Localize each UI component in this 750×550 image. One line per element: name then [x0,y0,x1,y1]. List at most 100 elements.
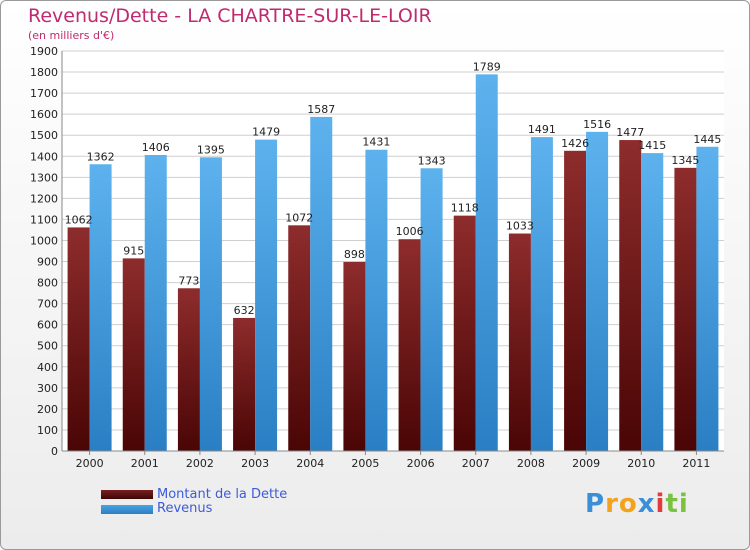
revenue-value-label: 1395 [197,143,225,156]
revenue-value-label: 1479 [252,126,280,139]
logo-letter: i [678,489,689,519]
revenue-bar [475,74,498,452]
legend-label-debt: Montant de la Dette [157,487,288,502]
debt-value-label: 1072 [285,211,313,224]
revenue-bar [586,131,609,451]
bars [67,74,719,452]
x-tick-label: 2008 [517,457,545,470]
x-tick-label: 2011 [682,457,710,470]
debt-value-label: 1345 [671,154,699,167]
x-tick-label: 2002 [186,457,214,470]
y-tick-label: 600 [37,319,58,332]
debt-bar [122,258,145,451]
revenue-bar [199,157,222,451]
y-tick-label: 1500 [30,129,58,142]
y-tick-label: 1600 [30,108,58,121]
debt-bar [177,288,200,451]
y-tick-label: 900 [37,256,58,269]
y-tick-label: 200 [37,403,58,416]
x-tick-label: 2001 [131,457,159,470]
debt-bar [453,215,476,451]
y-tick-label: 400 [37,361,58,374]
data-labels: 1062 1362 915 1406 773 1395 632 1479 1072 1587 898… [65,60,722,317]
x-tick-label: 2004 [296,457,324,470]
revenue-value-label: 1445 [693,133,721,146]
revenue-bar [310,116,333,451]
debt-bar [564,150,587,451]
revenue-bar [365,149,388,451]
revenue-bar [696,146,719,451]
debt-bar [398,239,421,451]
y-tick-label: 1100 [30,213,58,226]
y-tick-label: 1400 [30,150,58,163]
y-tick-label: 0 [51,445,58,458]
revenue-value-label: 1362 [87,150,115,163]
y-tick-label: 300 [37,382,58,395]
x-tick-label: 2009 [572,457,600,470]
debt-bar [343,261,366,451]
debt-bar [508,233,531,451]
revenue-bar [144,155,167,451]
plot-area [62,51,724,451]
debt-value-label: 1006 [396,225,424,238]
logo-letter: i [655,489,666,519]
logo-letter: r [605,489,619,519]
y-tick-label: 1300 [30,171,58,184]
legend-label-revenue: Revenus [157,501,213,516]
y-tick-label: 1000 [30,234,58,247]
grid-lines [62,50,724,452]
debt-value-label: 1118 [451,202,479,215]
y-tick-label: 1200 [30,192,58,205]
chart-subtitle: (en milliers d'€) [28,29,115,42]
debt-value-label: 1033 [506,220,534,233]
y-tick-label: 100 [37,424,58,437]
revenue-value-label: 1415 [638,139,666,152]
revenue-value-label: 1491 [528,123,556,136]
axes: 0 100 200 300 400 500 600 700 800 900 1000 1100 1200… [30,45,724,470]
y-tick-label: 700 [37,298,58,311]
legend-swatch-debt [101,490,153,499]
debt-value-label: 1426 [561,137,589,150]
y-tick-label: 1900 [30,45,58,58]
revenue-bar [420,168,443,451]
x-tick-label: 2010 [627,457,655,470]
debt-value-label: 898 [344,248,365,261]
proxiti-logo: Proxiti [585,489,689,519]
logo-letter: t [665,489,679,519]
revenue-value-label: 1587 [307,103,335,116]
logo-letter: P [585,489,606,519]
revenue-value-label: 1789 [473,60,501,73]
debt-value-label: 773 [178,274,199,287]
debt-value-label: 1062 [65,213,93,226]
revenue-value-label: 1406 [142,141,170,154]
debt-bar [233,317,256,451]
debt-bar [288,225,311,451]
debt-value-label: 915 [123,244,144,257]
logo-letter: x [637,489,656,519]
revenue-value-label: 1343 [418,154,446,167]
y-tick-label: 500 [37,340,58,353]
revenue-bar [530,137,553,451]
revenue-value-label: 1431 [362,136,390,149]
debt-bar [674,167,697,451]
revenue-bar [89,164,112,451]
logo-letter: o [618,489,638,519]
debt-bar [619,140,642,452]
y-tick-label: 1700 [30,87,58,100]
debt-value-label: 632 [234,304,255,317]
x-tick-label: 2005 [351,457,379,470]
debt-bar [67,227,90,451]
legend-swatch-revenue [101,505,153,514]
x-tick-label: 2003 [241,457,269,470]
debt-value-label: 1477 [616,126,644,139]
y-tick-label: 1800 [30,66,58,79]
y-tick-label: 800 [37,277,58,290]
x-tick-label: 2000 [76,457,104,470]
revenue-bar [255,139,278,451]
chart-title: Revenus/Dette - LA CHARTRE-SUR-LE-LOIR [28,5,432,27]
revenue-bar [641,153,664,451]
x-tick-label: 2006 [407,457,435,470]
revenue-value-label: 1516 [583,118,611,131]
